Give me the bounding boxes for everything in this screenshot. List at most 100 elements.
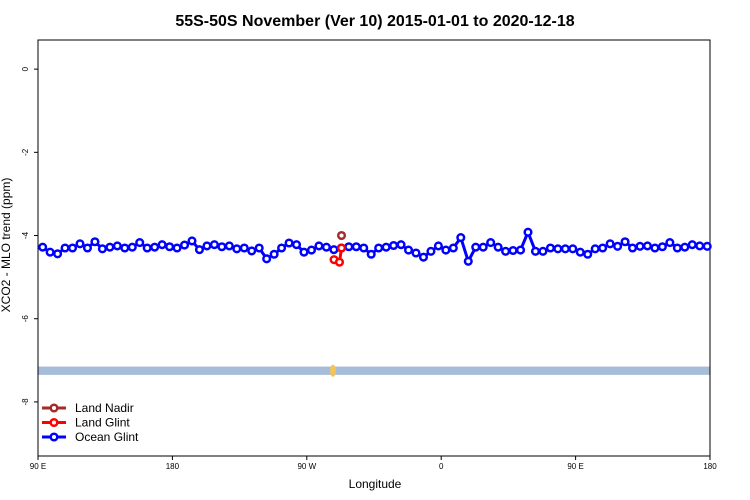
point-ocean-glint [411, 248, 421, 258]
point-ocean-glint [665, 238, 675, 248]
point-ocean-glint [501, 246, 511, 256]
point-ocean-glint [127, 242, 137, 252]
point-ocean-glint [374, 243, 384, 253]
point-ocean-glint [359, 243, 369, 253]
point-ocean-glint [344, 242, 354, 252]
point-ocean-glint [381, 242, 391, 252]
point-ocean-glint [277, 243, 287, 253]
legend-swatch-marker [49, 403, 59, 413]
legend-item-land-glint: Land Glint [42, 416, 130, 430]
point-ocean-glint [523, 227, 533, 237]
point-ocean-glint [493, 242, 503, 252]
point-ocean-glint [650, 243, 660, 253]
series-layer [38, 227, 712, 267]
y-tick-label: -2 [21, 148, 30, 156]
legend-item-ocean-glint: Ocean Glint [42, 430, 139, 444]
x-tick-label: 90 E [30, 462, 46, 471]
point-ocean-glint [687, 240, 697, 250]
point-ocean-glint [142, 243, 152, 253]
point-ocean-glint [613, 241, 623, 251]
y-tick-label: -4 [21, 231, 30, 239]
land-band [38, 366, 710, 375]
point-ocean-glint [45, 247, 55, 257]
point-ocean-glint [702, 241, 712, 251]
point-ocean-glint [426, 246, 436, 256]
point-ocean-glint [224, 241, 234, 251]
point-ocean-glint [112, 241, 122, 251]
x-tick-label: 0 [439, 462, 444, 471]
point-ocean-glint [627, 243, 638, 253]
point-ocean-glint [291, 240, 302, 250]
point-ocean-glint [642, 241, 653, 251]
point-ocean-glint [538, 246, 548, 256]
point-ocean-glint [187, 236, 197, 246]
point-ocean-glint [530, 246, 541, 256]
point-ocean-glint [366, 249, 376, 259]
point-ocean-glint [299, 247, 309, 257]
point-ocean-glint [553, 244, 563, 254]
point-ocean-glint [321, 242, 331, 252]
x-tick-label: 90 W [297, 462, 316, 471]
point-ocean-glint [202, 241, 212, 251]
y-tick-label: -8 [21, 398, 30, 406]
point-ocean-glint [635, 241, 645, 251]
point-ocean-glint [515, 245, 526, 255]
point-ocean-glint [441, 245, 451, 255]
point-ocean-glint [306, 245, 317, 255]
point-ocean-glint [314, 241, 324, 251]
legend-swatch-marker [49, 432, 59, 442]
series-land-nadir [336, 230, 347, 241]
point-ocean-glint [60, 243, 70, 253]
point-ocean-glint [254, 243, 264, 253]
point-ocean-glint [486, 238, 496, 248]
x-axis-label: Longitude [349, 477, 402, 491]
point-ocean-glint [67, 243, 78, 253]
point-ocean-glint [329, 245, 339, 255]
point-ocean-glint [396, 240, 406, 250]
x-tick-label: 90 E [567, 462, 583, 471]
point-ocean-glint [150, 242, 160, 252]
point-ocean-glint [508, 245, 518, 256]
legend-label: Land Glint [75, 416, 130, 430]
point-ocean-glint [545, 243, 555, 253]
point-ocean-glint [695, 241, 705, 251]
point-ocean-glint [478, 242, 488, 252]
point-ocean-glint [165, 242, 175, 252]
point-ocean-glint [194, 245, 205, 255]
point-ocean-glint [90, 237, 100, 247]
point-ocean-glint [97, 244, 107, 254]
y-axis: 0 -2 -4 -6 -8 [21, 66, 38, 405]
point-ocean-glint [590, 244, 600, 254]
point-ocean-glint [389, 240, 399, 251]
series-ocean-glint [38, 227, 712, 266]
point-ocean-glint [232, 244, 242, 254]
point-ocean-glint [75, 239, 85, 249]
point-ocean-glint [471, 242, 481, 252]
y-tick-label: 0 [21, 66, 30, 71]
point-land-glint [334, 257, 345, 267]
point-ocean-glint [448, 243, 458, 253]
point-ocean-glint [680, 242, 690, 252]
point-ocean-glint [262, 254, 272, 264]
point-ocean-glint [672, 243, 682, 253]
point-ocean-glint [247, 246, 257, 256]
point-land-glint [336, 243, 347, 253]
land-patch [329, 364, 336, 377]
point-land-nadir [336, 230, 347, 241]
point-ocean-glint [120, 243, 130, 253]
point-ocean-glint [157, 240, 167, 250]
point-ocean-glint [403, 245, 414, 255]
point-ocean-glint [433, 241, 443, 251]
point-ocean-glint [179, 240, 190, 250]
point-ocean-glint [38, 242, 48, 252]
point-ocean-glint [53, 249, 63, 259]
series-land-glint [329, 243, 347, 267]
point-ocean-glint [135, 238, 145, 248]
point-ocean-glint [657, 242, 667, 252]
legend-label: Land Nadir [75, 401, 134, 415]
point-ocean-glint [568, 244, 578, 254]
chart-title: 55S-50S November (Ver 10) 2015-01-01 to … [175, 13, 574, 30]
point-ocean-glint [605, 239, 615, 249]
